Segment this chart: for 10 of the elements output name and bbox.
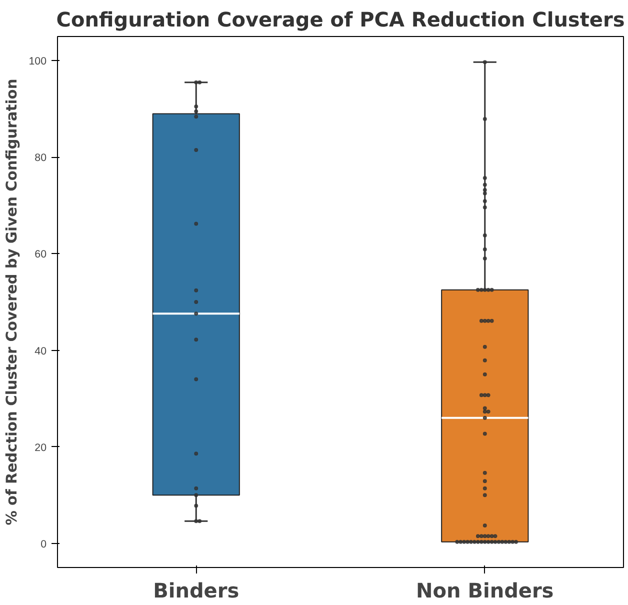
x-tick-label: Binders xyxy=(153,578,240,602)
y-tick-label: 100 xyxy=(28,56,47,68)
chart-title: Configuration Coverage of PCA Reduction Clusters xyxy=(56,8,625,32)
y-tick-label: 80 xyxy=(34,152,47,164)
y-tick-label: 20 xyxy=(34,442,47,454)
y-tick-label: 60 xyxy=(34,248,47,261)
y-tick-label: 0 xyxy=(40,538,47,550)
y-axis-title: % of Redction Cluster Covered by Given Configuration xyxy=(4,78,21,526)
x-tick-label: Non Binders xyxy=(416,578,554,602)
y-tick-label: 40 xyxy=(34,345,47,358)
